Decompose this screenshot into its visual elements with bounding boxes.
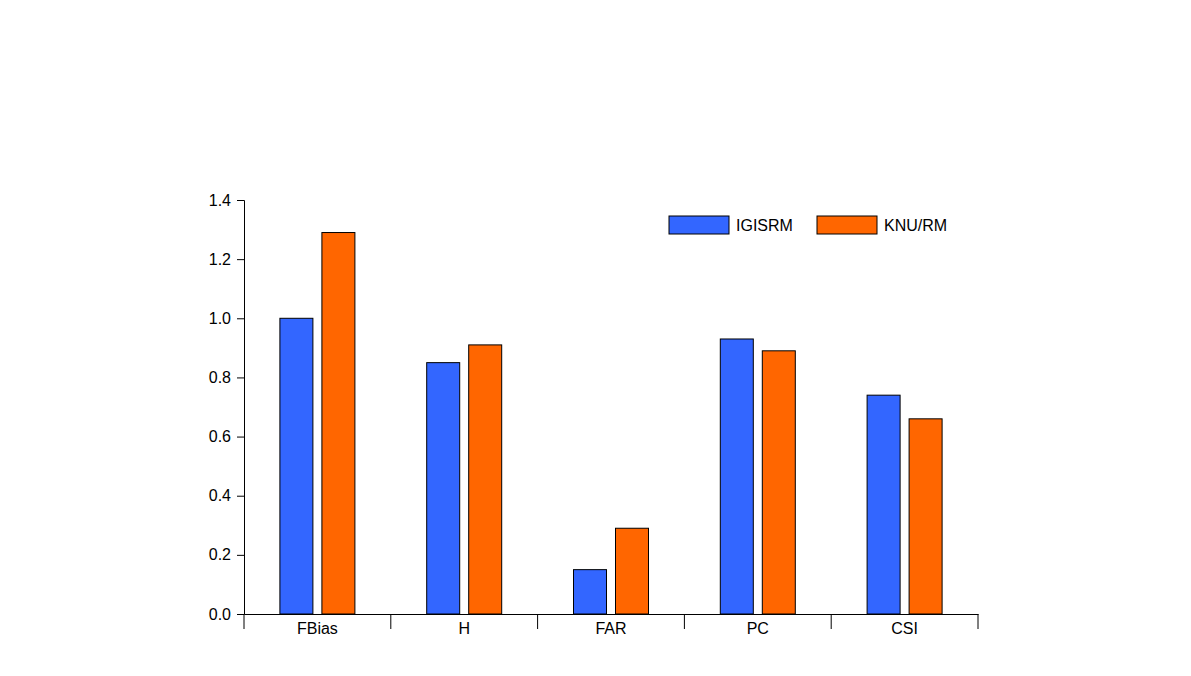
y-tick: 0.2	[209, 546, 244, 563]
bar	[322, 233, 355, 614]
y-tick-mark	[237, 377, 244, 378]
x-tick-label: FAR	[595, 620, 626, 637]
x-tick: CSI	[891, 614, 918, 637]
category-separator	[684, 614, 685, 629]
bar	[280, 318, 313, 614]
bar	[762, 351, 795, 614]
y-tick-label: 1.2	[209, 251, 231, 268]
x-tick-label: FBias	[297, 620, 338, 637]
y-tick-label: 0.2	[209, 546, 231, 563]
category-separator	[831, 614, 832, 629]
x-tick-label: PC	[747, 620, 769, 637]
y-tick: 0.4	[209, 487, 244, 504]
plot: 0.0 0.2 0.4 0.6 0.8 1.0 1.2 1.4 FBias H FAR PC CSI	[209, 192, 979, 638]
legend-swatch	[669, 216, 729, 234]
y-tick: 0.6	[209, 428, 244, 445]
y-tick-mark	[237, 318, 244, 319]
y-tick-mark	[237, 259, 244, 260]
y-tick-label: 0.0	[209, 606, 231, 623]
legend-item: KNU/RM	[817, 216, 947, 234]
x-tick: FBias	[297, 614, 338, 637]
legend-label: KNU/RM	[884, 217, 947, 234]
x-tick: PC	[747, 614, 769, 637]
category-separator	[978, 614, 979, 629]
x-axis-line	[245, 614, 979, 615]
y-tick-mark	[237, 614, 244, 615]
x-tick: FAR	[595, 614, 626, 637]
y-tick-mark	[237, 555, 244, 556]
y-tick: 0.0	[209, 606, 244, 623]
x-axis: FBias H FAR PC CSI	[244, 614, 979, 637]
legend-item: IGISRM	[669, 216, 793, 234]
chart: 0.0 0.2 0.4 0.6 0.8 1.0 1.2 1.4 FBias H FAR PC CSI IG…	[0, 0, 1191, 676]
x-tick: H	[458, 614, 470, 637]
y-axis: 0.0 0.2 0.4 0.6 0.8 1.0 1.2 1.4	[209, 192, 245, 623]
y-tick-label: 0.8	[209, 369, 231, 386]
y-tick-label: 1.0	[209, 310, 231, 327]
bars	[280, 233, 942, 614]
legend-swatch	[817, 216, 877, 234]
legend-label: IGISRM	[736, 217, 793, 234]
legend: IGISRM KNU/RM	[669, 216, 947, 234]
y-tick: 0.8	[209, 369, 244, 386]
category-separator	[537, 614, 538, 629]
x-tick-label: CSI	[891, 620, 918, 637]
bar	[469, 345, 502, 614]
bar	[720, 339, 753, 614]
bar	[616, 528, 649, 614]
bar	[574, 570, 607, 614]
y-tick-mark	[237, 200, 244, 201]
y-axis-line	[237, 201, 245, 615]
y-tick-label: 1.4	[209, 192, 231, 209]
bar	[909, 419, 942, 614]
y-tick: 1.2	[209, 251, 244, 268]
y-tick-mark	[237, 496, 244, 497]
y-tick: 1.0	[209, 310, 244, 327]
y-tick-mark	[237, 437, 244, 438]
y-tick: 1.4	[209, 192, 244, 209]
x-tick-label: H	[458, 620, 470, 637]
y-tick-label: 0.4	[209, 487, 231, 504]
category-separator	[390, 614, 391, 629]
bar	[867, 395, 900, 614]
category-separator	[244, 614, 245, 629]
y-tick-label: 0.6	[209, 428, 231, 445]
bar	[427, 363, 460, 614]
